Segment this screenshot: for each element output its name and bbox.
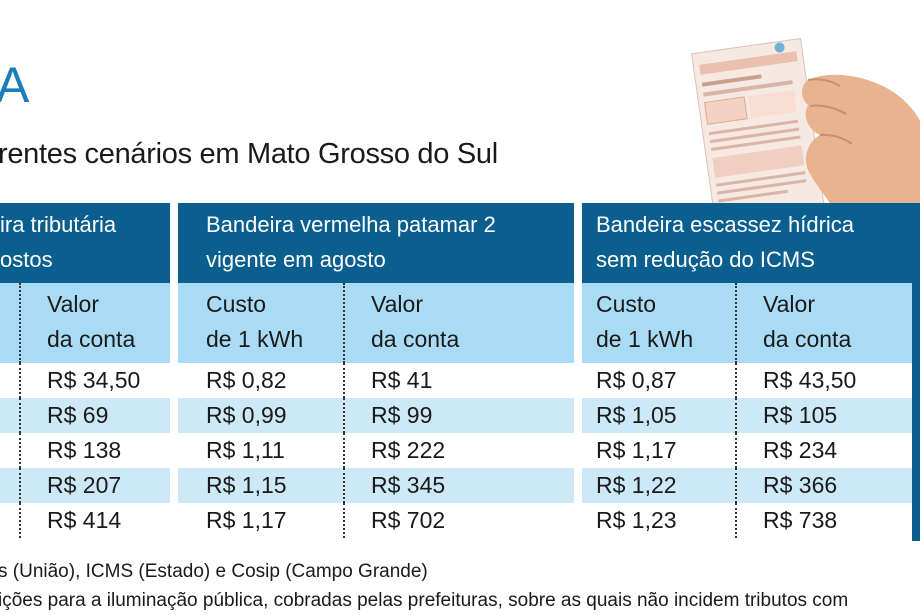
- title-letter: A: [0, 57, 30, 113]
- energy-cost-table: ira tributária ostos Bandeira vermelha pa…: [0, 203, 912, 538]
- table-row: R$ 414 R$ 1,17 R$ 702 R$ 1,23 R$ 738: [0, 503, 912, 538]
- g1-value-header: Valor da conta: [20, 283, 170, 363]
- g2-value-header: Valor da conta: [344, 283, 574, 363]
- energy-bill-hand-illustration: [691, 37, 920, 220]
- group-header-1: ira tributária ostos: [0, 203, 170, 283]
- group-header-2: Bandeira vermelha patamar 2 vigente em ag…: [178, 203, 574, 283]
- subtitle: rentes cenários em Mato Grosso do Sul: [0, 138, 498, 170]
- table-row: R$ 207 R$ 1,15 R$ 345 R$ 1,22 R$ 366: [0, 468, 912, 503]
- table-row: R$ 69 R$ 0,99 R$ 99 R$ 1,05 R$ 105: [0, 398, 912, 433]
- footnote-2: ições para a iluminação pública, cobrada…: [0, 590, 849, 611]
- table-row: R$ 34,50 R$ 0,82 R$ 41 R$ 0,87 R$ 43,50: [0, 363, 912, 398]
- table-row: R$ 138 R$ 1,11 R$ 222 R$ 1,17 R$ 234: [0, 433, 912, 468]
- g3-value-header: Valor da conta: [736, 283, 912, 363]
- footnote-1: s (União), ICMS (Estado) e Cosip (Campo …: [0, 561, 428, 582]
- table-edge-divider: [912, 203, 920, 541]
- g3-cost-header: Custo de 1 kWh: [582, 283, 737, 363]
- g2-cost-header: Custo de 1 kWh: [178, 283, 345, 363]
- group-header-3: Bandeira escassez hídrica sem redução do …: [582, 203, 912, 283]
